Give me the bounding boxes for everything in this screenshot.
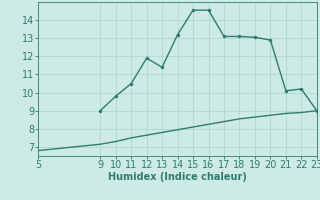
X-axis label: Humidex (Indice chaleur): Humidex (Indice chaleur) <box>108 172 247 182</box>
